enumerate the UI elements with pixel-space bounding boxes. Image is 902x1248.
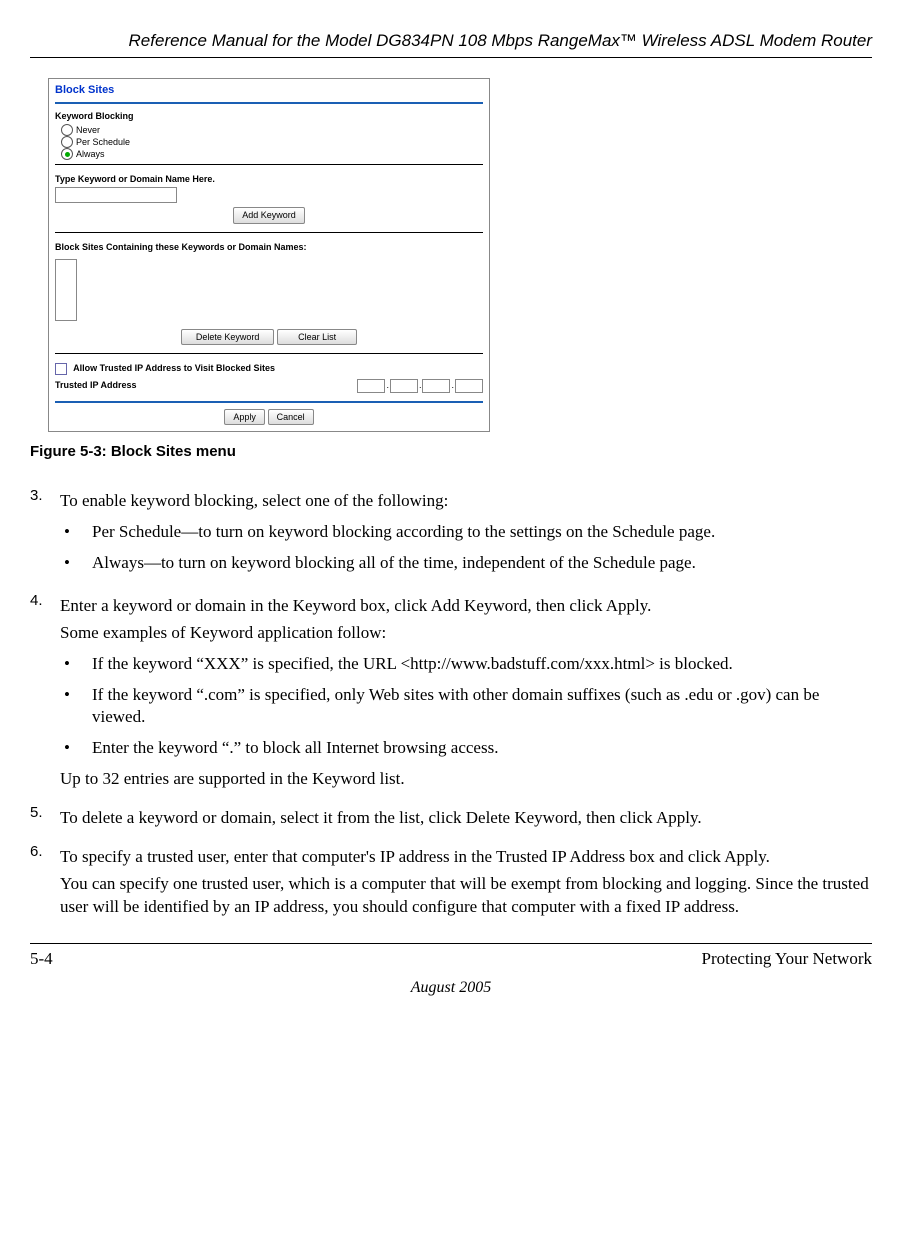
add-keyword-button[interactable]: Add Keyword [233, 207, 305, 223]
step-number: 3. [30, 486, 60, 583]
radio-always-row[interactable]: Always [49, 148, 489, 160]
type-keyword-label: Type Keyword or Domain Name Here. [49, 169, 489, 187]
separator [55, 353, 483, 354]
add-keyword-row: Add Keyword [49, 203, 489, 227]
header-rule [30, 57, 872, 58]
step-text: Up to 32 entries are supported in the Ke… [60, 768, 872, 791]
allow-trusted-label: Allow Trusted IP Address to Visit Blocke… [73, 363, 275, 373]
radio-always[interactable] [61, 148, 73, 160]
allow-trusted-row: Allow Trusted IP Address to Visit Blocke… [49, 358, 489, 377]
bullet-item: Per Schedule—to turn on keyword blocking… [60, 521, 872, 544]
step-text: To delete a keyword or domain, select it… [60, 807, 872, 830]
panel-title: Block Sites [49, 79, 489, 100]
step-6: 6. To specify a trusted user, enter that… [30, 842, 872, 923]
radio-never[interactable] [61, 124, 73, 136]
clear-list-button[interactable]: Clear List [277, 329, 357, 345]
step-text: You can specify one trusted user, which … [60, 873, 872, 919]
trusted-ip-row: Trusted IP Address . . . [49, 377, 489, 399]
separator [55, 232, 483, 233]
ip-octet-3[interactable] [422, 379, 450, 393]
block-sites-containing-label: Block Sites Containing these Keywords or… [49, 237, 489, 255]
instruction-steps: 3. To enable keyword blocking, select on… [30, 486, 872, 923]
step-5: 5. To delete a keyword or domain, select… [30, 803, 872, 834]
radio-per-schedule[interactable] [61, 136, 73, 148]
radio-per-schedule-label: Per Schedule [76, 136, 130, 148]
separator [55, 102, 483, 104]
apply-cancel-row: Apply Cancel [49, 405, 489, 431]
radio-always-label: Always [76, 148, 105, 160]
ip-octet-1[interactable] [357, 379, 385, 393]
section-name: Protecting Your Network [702, 948, 872, 971]
radio-never-label: Never [76, 124, 100, 136]
apply-button[interactable]: Apply [224, 409, 265, 425]
page-footer: 5-4 Protecting Your Network [30, 948, 872, 971]
ip-octet-2[interactable] [390, 379, 418, 393]
step-number: 5. [30, 803, 60, 834]
figure-caption: Figure 5-3: Block Sites menu [30, 442, 872, 462]
cancel-button[interactable]: Cancel [268, 409, 314, 425]
keyword-listbox[interactable] [55, 259, 77, 321]
page-number: 5-4 [30, 948, 53, 971]
trusted-ip-inputs: . . . [357, 379, 483, 393]
radio-never-row[interactable]: Never [49, 124, 489, 136]
allow-trusted-checkbox[interactable] [55, 363, 67, 375]
bullet-item: If the keyword “.com” is specified, only… [60, 684, 872, 730]
separator [55, 401, 483, 403]
keyword-input[interactable] [55, 187, 177, 203]
step-4: 4. Enter a keyword or domain in the Keyw… [30, 591, 872, 796]
step-text: Enter a keyword or domain in the Keyword… [60, 595, 872, 618]
radio-per-schedule-row[interactable]: Per Schedule [49, 136, 489, 148]
bullet-item: If the keyword “XXX” is specified, the U… [60, 653, 872, 676]
list-buttons-row: Delete Keyword Clear List [49, 325, 489, 349]
step-3: 3. To enable keyword blocking, select on… [30, 486, 872, 583]
running-header: Reference Manual for the Model DG834PN 1… [30, 30, 872, 53]
step-number: 6. [30, 842, 60, 923]
trusted-ip-label: Trusted IP Address [55, 379, 137, 391]
step-text: To enable keyword blocking, select one o… [60, 490, 872, 513]
step-text: Some examples of Keyword application fol… [60, 622, 872, 645]
step-text: To specify a trusted user, enter that co… [60, 846, 872, 869]
separator [55, 164, 483, 165]
keyword-blocking-label: Keyword Blocking [49, 106, 489, 124]
footer-date: August 2005 [30, 977, 872, 999]
bullet-item: Enter the keyword “.” to block all Inter… [60, 737, 872, 760]
step-number: 4. [30, 591, 60, 796]
block-sites-screenshot: Block Sites Keyword Blocking Never Per S… [48, 78, 490, 432]
delete-keyword-button[interactable]: Delete Keyword [181, 329, 275, 345]
bullet-item: Always—to turn on keyword blocking all o… [60, 552, 872, 575]
ip-octet-4[interactable] [455, 379, 483, 393]
footer-rule [30, 943, 872, 944]
